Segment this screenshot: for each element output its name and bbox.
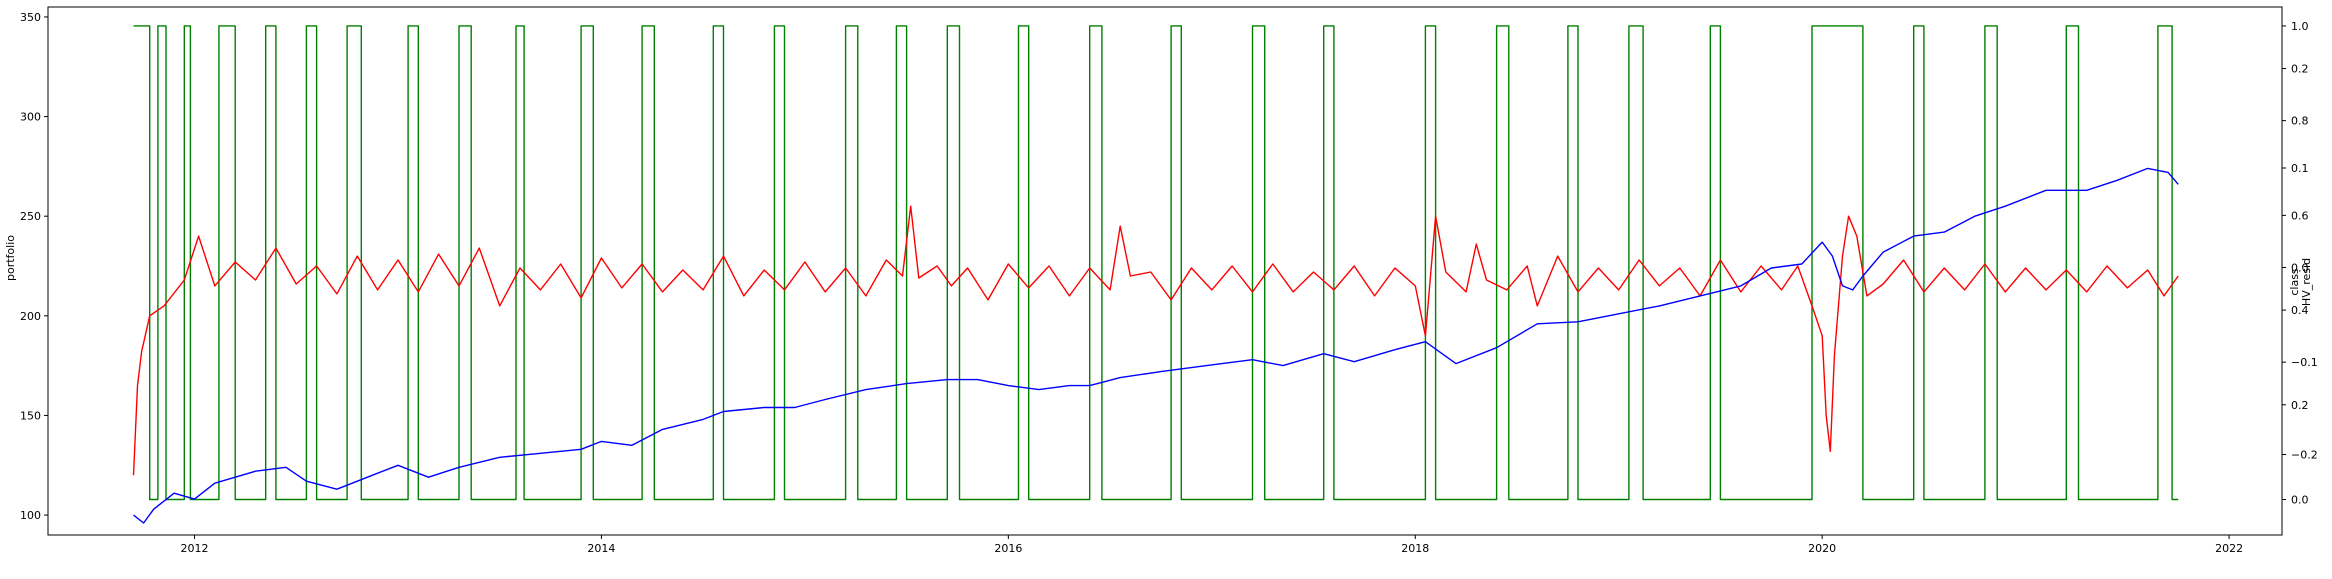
y-tick-label-right-overlay: −0.1	[2291, 356, 2318, 369]
x-tick-label: 2022	[2215, 542, 2243, 555]
y-tick-label-right: 0.4	[2291, 304, 2309, 317]
y-tick-label-left: 100	[20, 509, 41, 522]
x-tick-label: 2016	[994, 542, 1022, 555]
y-tick-label-right: 1.0	[2291, 20, 2309, 33]
x-tick-label: 2020	[1808, 542, 1836, 555]
y-tick-label-left: 200	[20, 310, 41, 323]
y-tick-label-right-overlay: −0.2	[2291, 448, 2318, 461]
x-tick-label: 2014	[587, 542, 615, 555]
y-axis-label-left: portfolio	[4, 235, 17, 281]
y-tick-label-right-overlay: 0.0	[2291, 261, 2309, 274]
axes-group: 2012 2014 2016 2018 2020 2022 100 150 200 250 300 3…	[20, 6, 2318, 555]
y-tick-label-right-overlay: 0.2	[2291, 63, 2309, 76]
series-line	[133, 25, 2179, 501]
series-group	[132, 25, 2179, 524]
y-tick-label-left: 300	[20, 111, 41, 124]
y-tick-label-right: 0.0	[2291, 493, 2309, 506]
x-tick-label: 2018	[1401, 542, 1429, 555]
y-tick-label-right: 0.2	[2291, 399, 2309, 412]
series-line	[132, 205, 2179, 476]
x-tick-label: 2012	[180, 542, 208, 555]
y-axis-label-right-hv-resid: HV_resid	[2300, 258, 2313, 306]
series-line	[133, 167, 2179, 524]
y-tick-label-left: 150	[20, 409, 41, 422]
plot-frame	[47, 6, 2283, 536]
y-tick-label-right-overlay: 0.1	[2291, 162, 2309, 175]
y-tick-label-right: 0.8	[2291, 115, 2309, 128]
y-axis-label-right-class: class	[2288, 268, 2301, 296]
y-tick-label-left: 350	[20, 11, 41, 24]
y-tick-label-right: 0.6	[2291, 209, 2309, 222]
y-tick-label-left: 250	[20, 210, 41, 223]
